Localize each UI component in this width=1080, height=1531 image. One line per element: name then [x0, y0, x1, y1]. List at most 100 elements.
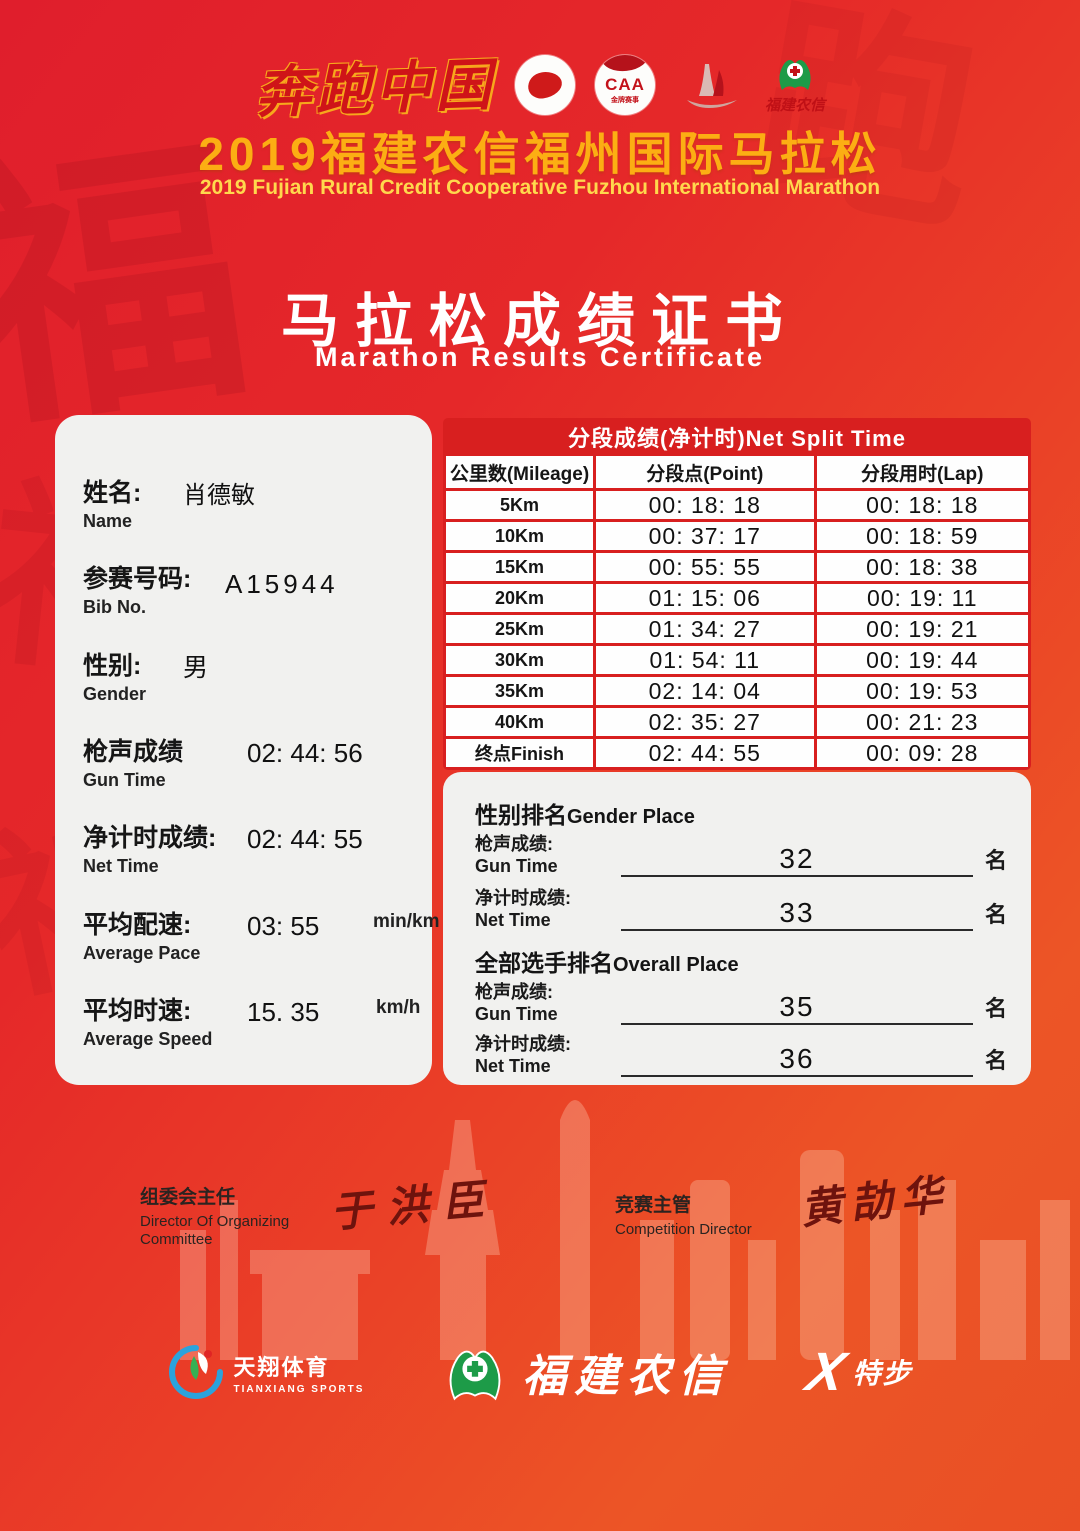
- split-lap: 00: 19: 11: [816, 584, 1028, 612]
- split-point: 01: 15: 06: [596, 584, 814, 612]
- sailboat-icon: [686, 63, 737, 108]
- caa-gold-event-icon: CAA 金牌赛事: [594, 54, 655, 115]
- split-km: 40Km: [446, 708, 594, 736]
- xtep-x-icon: X: [802, 1342, 851, 1402]
- organizing-director-signature: 于洪臣: [328, 1173, 501, 1238]
- gender-net-place-value: 33: [779, 897, 815, 928]
- split-point: 00: 55: 55: [596, 553, 814, 581]
- split-km: 25Km: [446, 615, 594, 643]
- field-avg-pace: 平均配速: Average Pace 03: 55 min/km: [83, 905, 440, 964]
- split-km: 30Km: [446, 646, 594, 674]
- certificate-title: 马拉松成绩证书: [280, 289, 799, 354]
- athlete-avg-pace-unit: min/km: [373, 911, 440, 932]
- gender-place-title-cn: 性别排名: [475, 802, 567, 828]
- athlete-avg-pace-value: 03: 55: [247, 911, 320, 941]
- overall-gun-place-value: 35: [779, 991, 815, 1022]
- field-avg-speed: 平均时速: Average Speed 15. 35 km/h: [83, 991, 422, 1050]
- field-label-cn: 平均时速:: [83, 997, 192, 1025]
- field-label-en: Net Time: [83, 856, 159, 876]
- field-label-cn: 平均配速:: [83, 911, 192, 939]
- split-point: 00: 18: 18: [596, 491, 814, 519]
- organizing-director-label-en1: Director Of Organizing: [140, 1213, 290, 1230]
- tianxiang-text-en: TIANXIANG SPORTS: [233, 1383, 365, 1395]
- split-row: 40Km 02: 35: 27 00: 21: 23: [446, 708, 1028, 736]
- field-label-en: Gender: [83, 684, 147, 704]
- organizing-director-label-en2: Committee: [140, 1231, 213, 1248]
- split-point: 02: 44: 55: [596, 739, 814, 767]
- split-lap: 00: 21: 23: [816, 708, 1028, 736]
- fjnx-emblem-icon: [779, 60, 811, 90]
- athlete-avg-speed-value: 15. 35: [247, 997, 320, 1027]
- gender-place-title-en: Gender Place: [567, 806, 695, 828]
- china-map-icon: [526, 69, 564, 100]
- place-card: 性别排名Gender Place 枪声成绩: Gun Time 32 名 净计时成…: [443, 772, 1031, 1085]
- split-km: 20Km: [446, 584, 594, 612]
- caa-text: CAA: [605, 74, 645, 94]
- gender-gun-place-row: 枪声成绩: Gun Time 32 名: [475, 830, 1007, 877]
- place-suffix: 名: [984, 996, 1007, 1021]
- athlete-gender-value: 男: [183, 654, 209, 682]
- split-lap: 00: 19: 53: [816, 677, 1028, 705]
- overall-net-place-value: 36: [779, 1043, 815, 1074]
- place-label-en: Net Time: [475, 910, 551, 930]
- athlete-avg-speed-unit: km/h: [376, 997, 421, 1018]
- brand-calligraphy: 奔跑中国: [254, 51, 497, 127]
- split-km: 5Km: [446, 491, 594, 519]
- gender-gun-place-value: 32: [779, 843, 815, 874]
- event-title-en: 2019 Fujian Rural Credit Cooperative Fuz…: [199, 176, 881, 199]
- split-times-table: 分段成绩(净计时)Net Split Time 公里数(Mileage) 分段点…: [443, 418, 1031, 770]
- athlete-gun-time-value: 02: 44: 56: [247, 738, 363, 768]
- field-label-cn: 枪声成绩: [83, 738, 184, 766]
- place-rule-line: 32: [621, 833, 973, 877]
- competition-director-label: 竞赛主管 Competition Director: [615, 1190, 752, 1238]
- split-km: 10Km: [446, 522, 594, 550]
- split-header-mileage: 公里数(Mileage): [446, 456, 594, 488]
- field-label-cn: 参赛号码:: [83, 565, 192, 593]
- competition-director-label-en: Competition Director: [615, 1221, 752, 1238]
- place-label-en: Gun Time: [475, 856, 558, 876]
- split-point: 01: 34: 27: [596, 615, 814, 643]
- organizing-director-label-cn: 组委会主任: [140, 1187, 236, 1208]
- field-label-cn: 净计时成绩:: [83, 824, 217, 852]
- split-km: 35Km: [446, 677, 594, 705]
- sponsor-logos-row: 天翔体育 TIANXIANG SPORTS 福建农信 X 特步: [0, 1340, 1080, 1404]
- caa-arc-icon: [599, 54, 651, 73]
- split-lap: 00: 19: 44: [816, 646, 1028, 674]
- athletics-association-icon: [514, 54, 575, 115]
- field-name: 姓名: Name 肖德敏: [83, 473, 422, 532]
- place-rule-line: 35: [621, 981, 973, 1025]
- gender-net-place-row: 净计时成绩: Net Time 33 名: [475, 884, 1007, 931]
- athlete-info-card: 姓名: Name 肖德敏 参赛号码: Bib No. A15944 性别: Ge…: [55, 415, 440, 1085]
- split-header-point: 分段点(Point): [596, 456, 814, 488]
- field-label-en: Average Pace: [83, 943, 201, 963]
- split-row: 10Km 00: 37: 17 00: 18: 59: [446, 522, 1028, 550]
- fjnx-header-text: 福建农信: [764, 96, 825, 114]
- overall-place-title: 全部选手排名Overall Place: [475, 944, 739, 978]
- split-lap: 00: 18: 18: [816, 491, 1028, 519]
- split-lap: 00: 09: 28: [816, 739, 1028, 767]
- split-row: 35Km 02: 14: 04 00: 19: 53: [446, 677, 1028, 705]
- split-row: 15Km 00: 55: 55 00: 18: 38: [446, 553, 1028, 581]
- xtep-text-cn: 特步: [852, 1358, 913, 1389]
- fjnx-footer-emblem-icon: [450, 1350, 501, 1401]
- split-lap: 00: 19: 21: [816, 615, 1028, 643]
- field-label-en: Bib No.: [83, 597, 146, 617]
- gender-place-title: 性别排名Gender Place: [475, 796, 695, 830]
- overall-place-title-en: Overall Place: [613, 954, 739, 976]
- split-row: 20Km 01: 15: 06 00: 19: 11: [446, 584, 1028, 612]
- split-km: 终点Finish: [446, 739, 594, 767]
- split-row: 30Km 01: 54: 11 00: 19: 44: [446, 646, 1028, 674]
- field-gender: 性别: Gender 男: [83, 646, 422, 705]
- fjnx-footer-logo: 福建农信: [442, 1340, 730, 1404]
- header-brand-row: 奔跑中国 CAA 金牌赛事 福建农信: [0, 44, 1080, 126]
- athlete-name-value: 肖德敏: [183, 482, 255, 509]
- split-point: 02: 35: 27: [596, 708, 814, 736]
- field-bib: 参赛号码: Bib No. A15944: [83, 559, 422, 618]
- place-suffix: 名: [984, 848, 1007, 873]
- overall-place-title-cn: 全部选手排名: [475, 950, 613, 976]
- place-label-cn: 枪声成绩:: [475, 982, 553, 1002]
- xtep-logo: X 特步: [802, 1342, 913, 1402]
- split-header-lap: 分段用时(Lap): [816, 456, 1028, 488]
- split-point: 02: 14: 04: [596, 677, 814, 705]
